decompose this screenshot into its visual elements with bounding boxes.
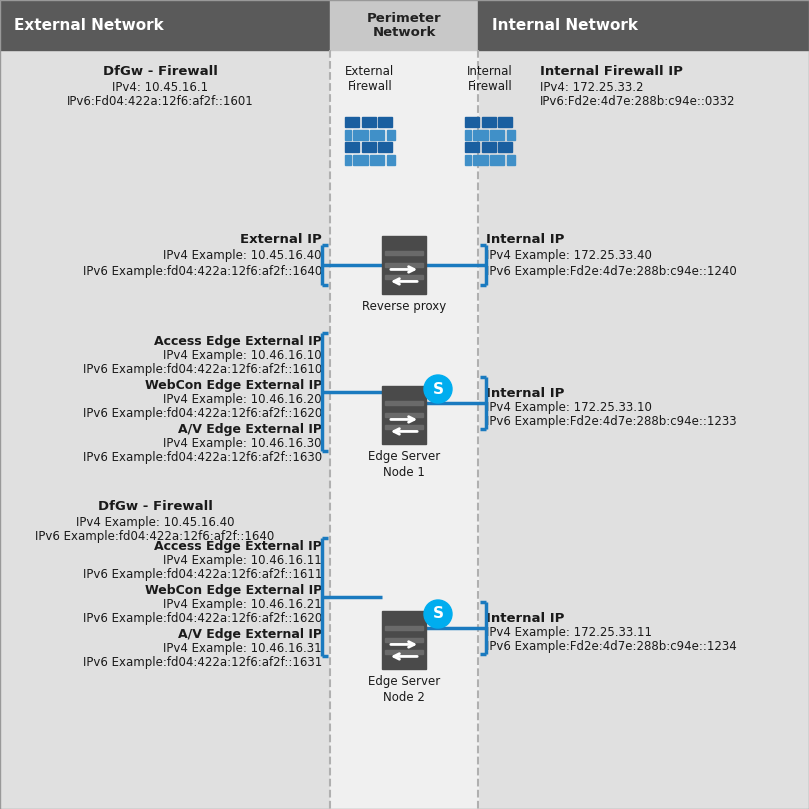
Bar (387, 155, 395, 164)
Text: IPv4 Example: 10.45.16.40: IPv4 Example: 10.45.16.40 (76, 516, 235, 529)
Text: IPv4 Example: 10.46.16.11: IPv4 Example: 10.46.16.11 (163, 554, 322, 567)
Bar (498, 142, 512, 152)
Bar (382, 386, 426, 444)
Text: IPv6 Example:fd04:422a:12f6:af2f::1640: IPv6 Example:fd04:422a:12f6:af2f::1640 (36, 530, 274, 543)
Bar (478, 0, 809, 50)
Bar (465, 117, 479, 127)
Bar (345, 129, 351, 139)
Text: IPv4 Example: 172.25.33.40: IPv4 Example: 172.25.33.40 (486, 249, 652, 262)
Text: A/V Edge External IP: A/V Edge External IP (178, 423, 322, 436)
Bar (481, 117, 496, 127)
Bar (385, 252, 423, 256)
Bar (506, 129, 515, 139)
Text: IPv6 Example:fd04:422a:12f6:af2f::1611: IPv6 Example:fd04:422a:12f6:af2f::1611 (83, 568, 322, 581)
Text: IPv4: 172.25.33.2: IPv4: 172.25.33.2 (540, 81, 643, 94)
Text: IPv4 Example: 10.46.16.21: IPv4 Example: 10.46.16.21 (163, 598, 322, 611)
Text: IPv6 Example:Fd2e:4d7e:288b:c94e::1240: IPv6 Example:Fd2e:4d7e:288b:c94e::1240 (486, 265, 737, 278)
Text: Edge Server
Node 1: Edge Server Node 1 (368, 450, 440, 479)
Text: IPv6 Example:fd04:422a:12f6:af2f::1610: IPv6 Example:fd04:422a:12f6:af2f::1610 (83, 363, 322, 376)
Text: DfGw - Firewall: DfGw - Firewall (98, 500, 213, 513)
Text: WebCon Edge External IP: WebCon Edge External IP (145, 584, 322, 597)
Text: Reverse proxy: Reverse proxy (362, 300, 446, 313)
Bar (385, 626, 423, 630)
Bar (481, 142, 496, 152)
Text: IPv4 Example: 10.45.16.40: IPv4 Example: 10.45.16.40 (163, 249, 322, 262)
Bar (385, 274, 423, 278)
Text: IPv4 Example: 10.46.16.31: IPv4 Example: 10.46.16.31 (163, 642, 322, 655)
Bar (473, 155, 488, 164)
Bar (379, 117, 392, 127)
Bar (354, 129, 367, 139)
Text: IPv6 Example:fd04:422a:12f6:af2f::1630: IPv6 Example:fd04:422a:12f6:af2f::1630 (83, 451, 322, 464)
Bar (385, 401, 423, 405)
Text: A/V Edge External IP: A/V Edge External IP (178, 628, 322, 641)
Text: Perimeter
Network: Perimeter Network (366, 11, 442, 39)
Bar (385, 638, 423, 642)
Bar (0, 0, 330, 50)
Bar (465, 155, 471, 164)
Bar (382, 236, 426, 294)
Text: Internal Firewall IP: Internal Firewall IP (540, 65, 683, 78)
Bar (385, 650, 423, 654)
Text: IPv6:Fd04:422a:12f6:af2f::1601: IPv6:Fd04:422a:12f6:af2f::1601 (66, 95, 253, 108)
Text: External IP: External IP (240, 233, 322, 246)
Bar (473, 129, 488, 139)
Bar (498, 117, 512, 127)
Text: IPv4 Example: 172.25.33.11: IPv4 Example: 172.25.33.11 (486, 626, 652, 639)
Bar (490, 129, 504, 139)
Bar (362, 117, 376, 127)
Bar (330, 50, 478, 809)
Text: Edge Server
Node 2: Edge Server Node 2 (368, 675, 440, 704)
Bar (345, 142, 359, 152)
Text: DfGw - Firewall: DfGw - Firewall (103, 65, 218, 78)
Text: WebCon Edge External IP: WebCon Edge External IP (145, 379, 322, 392)
Bar (506, 155, 515, 164)
Text: IPv6 Example:fd04:422a:12f6:af2f::1631: IPv6 Example:fd04:422a:12f6:af2f::1631 (83, 656, 322, 669)
Text: IPv6:Fd2e:4d7e:288b:c94e::0332: IPv6:Fd2e:4d7e:288b:c94e::0332 (540, 95, 735, 108)
Bar (362, 142, 376, 152)
Bar (465, 142, 479, 152)
Bar (354, 155, 367, 164)
Bar (385, 425, 423, 429)
Bar (490, 155, 504, 164)
Text: IPv4 Example: 172.25.33.10: IPv4 Example: 172.25.33.10 (486, 401, 652, 414)
Bar (345, 117, 359, 127)
Text: IPv4 Example: 10.46.16.30: IPv4 Example: 10.46.16.30 (163, 437, 322, 450)
Bar (370, 129, 384, 139)
Text: IPv4 Example: 10.46.16.20: IPv4 Example: 10.46.16.20 (163, 393, 322, 406)
Text: Internal Network: Internal Network (492, 18, 638, 32)
Text: External
Firewall: External Firewall (345, 65, 395, 93)
Bar (382, 611, 426, 669)
Text: IPv4: 10.45.16.1: IPv4: 10.45.16.1 (112, 81, 208, 94)
Text: Access Edge External IP: Access Edge External IP (155, 540, 322, 553)
Text: IPv6 Example:fd04:422a:12f6:af2f::1640: IPv6 Example:fd04:422a:12f6:af2f::1640 (83, 265, 322, 278)
Text: Internal IP: Internal IP (486, 233, 565, 246)
Text: IPv6 Example:fd04:422a:12f6:af2f::1620: IPv6 Example:fd04:422a:12f6:af2f::1620 (83, 407, 322, 420)
Text: IPv6 Example:Fd2e:4d7e:288b:c94e::1234: IPv6 Example:Fd2e:4d7e:288b:c94e::1234 (486, 640, 737, 653)
Bar (385, 413, 423, 417)
Bar (379, 142, 392, 152)
Bar (385, 263, 423, 267)
Text: IPv4 Example: 10.46.16.10: IPv4 Example: 10.46.16.10 (163, 349, 322, 362)
Text: Internal IP: Internal IP (486, 612, 565, 625)
Text: External Network: External Network (14, 18, 163, 32)
Bar (370, 155, 384, 164)
Bar (330, 0, 478, 50)
Text: IPv6 Example:Fd2e:4d7e:288b:c94e::1233: IPv6 Example:Fd2e:4d7e:288b:c94e::1233 (486, 415, 737, 428)
Text: IPv6 Example:fd04:422a:12f6:af2f::1620: IPv6 Example:fd04:422a:12f6:af2f::1620 (83, 612, 322, 625)
Text: Internal
Firewall: Internal Firewall (467, 65, 513, 93)
Circle shape (424, 600, 452, 628)
Text: S: S (433, 607, 443, 621)
Text: S: S (433, 382, 443, 396)
Text: Internal IP: Internal IP (486, 387, 565, 400)
Circle shape (424, 375, 452, 403)
Text: Access Edge External IP: Access Edge External IP (155, 335, 322, 348)
Bar (387, 129, 395, 139)
Bar (345, 155, 351, 164)
Bar (465, 129, 471, 139)
